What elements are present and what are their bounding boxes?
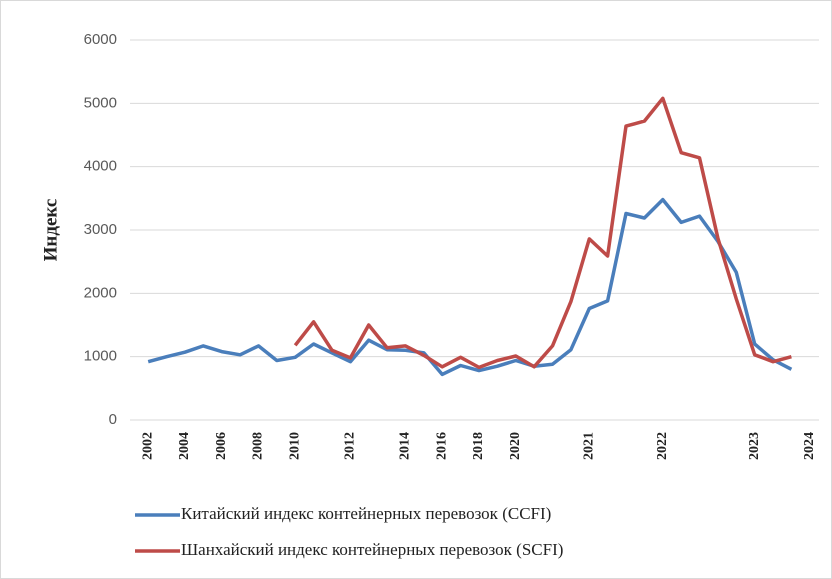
y-tick-label: 1000 (84, 348, 117, 365)
x-tick-label: 2014 (398, 432, 413, 460)
y-tick-label: 0 (109, 411, 117, 428)
x-tick-label: 2016 (434, 432, 449, 460)
x-tick-label: 2022 (655, 432, 670, 460)
y-tick-label: 2000 (84, 284, 117, 301)
x-tick-label: 2008 (251, 432, 266, 460)
x-tick-label: 2002 (140, 432, 155, 460)
x-tick-label: 2023 (747, 432, 762, 460)
x-tick-label: 2010 (287, 432, 302, 460)
series-line (293, 96, 792, 370)
y-tick-label: 6000 (84, 31, 117, 48)
legend-label: Шанхайский индекс контейнерных перевозок… (181, 540, 563, 559)
y-axis-title: Индекс (40, 199, 61, 262)
x-tick-label: 2024 (802, 432, 817, 460)
series-line (147, 197, 793, 377)
y-tick-label: 5000 (84, 94, 117, 111)
x-tick-label: 2021 (581, 432, 596, 460)
legend-label: Китайский индекс контейнерных перевозок … (181, 504, 551, 523)
x-tick-label: 2018 (471, 432, 486, 460)
y-tick-label: 3000 (84, 221, 117, 238)
x-tick-label: 2012 (343, 432, 358, 460)
x-tick-label: 2006 (214, 432, 229, 460)
x-tick-label: 2004 (177, 432, 192, 460)
x-tick-label: 2020 (508, 432, 523, 460)
y-tick-label: 4000 (84, 158, 117, 175)
